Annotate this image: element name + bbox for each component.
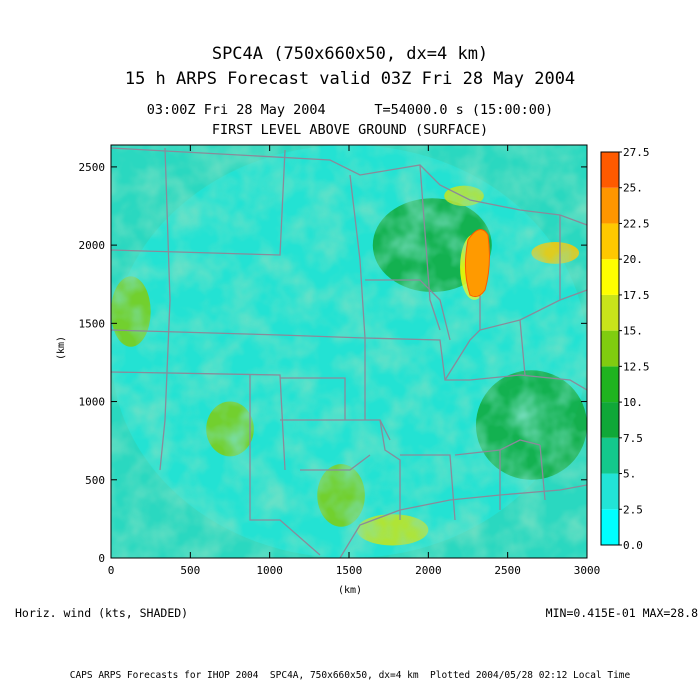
colorbar-label-4: 10. [623,396,643,409]
y-axis-label: (km) [56,336,67,360]
colorbar-label-6: 15. [623,325,643,338]
y-tick-label-5: 2500 [79,161,106,174]
y-tick-label-2: 1000 [79,396,106,409]
colorbar-label-9: 22.5 [623,217,650,230]
chart-title: SPC4A (750x660x50, dx=4 km) [211,44,489,64]
x-tick-label-5: 2500 [494,564,521,577]
colorbar-swatch-0 [601,509,619,545]
colorbar-swatch-1 [601,473,619,510]
colorbar-swatch-5 [601,330,619,367]
colorbar-swatch-4 [601,366,619,403]
x-tick-label-4: 2000 [415,564,442,577]
colorbar-swatch-7 [601,259,619,295]
x-tick-label-2: 1000 [256,564,283,577]
x-tick-label-0: 0 [108,564,115,577]
x-tick-label-6: 3000 [574,564,601,577]
x-tick-label-3: 1500 [336,564,363,577]
x-axis-label: (km) [338,585,362,596]
colorbar-swatch-3 [601,402,619,438]
y-tick-label-4: 2000 [79,239,106,252]
minmax-label: MIN=0.415E-01 MAX=28.8 [545,606,698,620]
colorbar-swatch-6 [601,294,619,331]
y-tick-label-1: 500 [85,474,105,487]
colorbar-label-11: 27.5 [623,146,650,159]
chart-subtitle: 15 h ARPS Forecast valid 03Z Fri 28 May … [124,69,576,89]
colorbar-swatch-9 [601,187,619,224]
colorbar-label-3: 7.5 [623,432,643,445]
credits-line: CAPS ARPS Forecasts for IHOP 2004 SPC4A,… [69,670,631,681]
level-line: FIRST LEVEL ABOVE GROUND (SURFACE) [211,122,489,138]
variable-label: Horiz. wind (kts, SHADED) [15,606,189,620]
colorbar-swatch-10 [601,152,619,188]
plot-area [110,144,588,559]
lake-michigan-high-wind [464,229,490,298]
colorbar-frame [600,151,620,546]
colorbar: 0.0 2.5 5. 7.5 10. 12.5 15. 17.5 20. 22.5 25. 27.5 [600,146,650,552]
time-line: 03:00Z Fri 28 May 2004 T=54000.0 s (15:0… [146,102,554,118]
colorbar-label-2: 5. [623,468,636,481]
wind-texture [111,145,587,558]
x-tick-label-1: 500 [180,564,200,577]
colorbar-label-7: 17.5 [623,289,650,302]
colorbar-label-1: 2.5 [623,503,643,516]
y-tick-label-3: 1500 [79,317,106,330]
colorbar-label-5: 12.5 [623,360,650,373]
y-tick-label-0: 0 [98,552,105,565]
colorbar-label-10: 25. [623,182,643,195]
colorbar-swatch-8 [601,223,619,260]
colorbar-label-0: 0.0 [623,539,643,552]
colorbar-swatch-2 [601,437,619,474]
axes: 0 500 1000 1500 2000 2500 3000 0 500 1000 1500 2000… [79,145,601,577]
colorbar-label-8: 20. [623,253,643,266]
state-boundaries [111,147,587,558]
